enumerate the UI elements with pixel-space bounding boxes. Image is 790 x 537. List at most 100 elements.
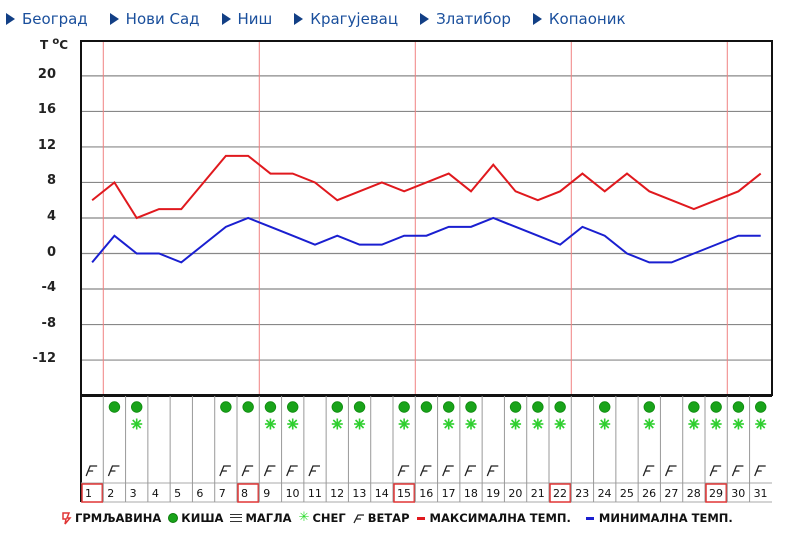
day-cell-11: 11 (303, 396, 322, 502)
rain-icon (331, 401, 343, 413)
day-number: 24 (598, 487, 612, 500)
wind-icon (642, 465, 655, 477)
snow-icon (398, 418, 410, 430)
rain-icon (108, 401, 121, 413)
day-number: 10 (286, 487, 300, 500)
snow-icon (599, 418, 611, 430)
arrow-right-icon (420, 13, 430, 25)
day-number: 6 (196, 487, 203, 500)
nav-link-zlatibor[interactable]: Златибор (420, 9, 511, 29)
legend-label: МАКСИМАЛНА ТЕМП. (429, 511, 571, 525)
nav-link-nis[interactable]: Ниш (221, 9, 273, 29)
nav-link-kragujevac[interactable]: Крагујевац (294, 9, 398, 29)
highlighted-day-box (81, 483, 104, 503)
nav-link-kopaonik[interactable]: Копаоник (532, 9, 626, 29)
thunder-icon (62, 511, 72, 524)
nav-link-label: Ниш (237, 10, 273, 28)
wind-icon (442, 465, 454, 477)
y-tick-label: 8 (46, 173, 56, 189)
nav-link-beograd[interactable]: Београд (6, 9, 88, 29)
rain-icon (599, 401, 611, 413)
day-number: 26 (642, 487, 656, 500)
legend-min-temp: МИНИМАЛНА ТЕМП. (585, 511, 733, 525)
wind-icon (486, 465, 499, 477)
day-cell-14: 14 (370, 396, 389, 502)
legend-label: КИША (181, 511, 224, 525)
wind-icon (107, 465, 120, 477)
wind-icon (709, 465, 722, 477)
day-cell-1: 1 (81, 465, 104, 503)
snow-icon (732, 418, 744, 430)
day-cell-9: 9 (258, 396, 277, 502)
arrow-right-icon (109, 13, 119, 25)
day-number: 21 (531, 487, 545, 500)
nav-link-label: Златибор (436, 10, 511, 28)
rain-icon (287, 401, 299, 413)
day-number: 5 (174, 487, 181, 500)
rain-icon (398, 401, 410, 413)
day-cell-12: 12 (325, 396, 344, 502)
day-cell-23: 23 (570, 396, 589, 502)
y-tick-label: 4 (46, 208, 56, 224)
wind-icon (464, 465, 476, 477)
day-number: 4 (152, 487, 159, 500)
highlighted-day-box (705, 483, 728, 503)
legend-label: СНЕГ (312, 511, 346, 525)
wind-icon (241, 465, 254, 477)
legend-rain: КИША (168, 511, 223, 525)
snow-icon (287, 418, 299, 430)
y-tick-label: -8 (41, 315, 56, 331)
day-number: 2 (107, 487, 114, 500)
y-tick-label: 0 (46, 244, 56, 260)
day-number: 7 (219, 487, 226, 500)
snow-icon (643, 418, 655, 430)
max-line-swatch (416, 516, 425, 520)
unit-t: T (40, 38, 49, 52)
wind-icon (219, 465, 231, 477)
snow-icon (331, 418, 343, 430)
wind-icon (397, 465, 410, 477)
rain-icon (465, 401, 477, 413)
arrow-right-icon (221, 13, 231, 25)
nav-link-label: Крагујевац (310, 10, 399, 28)
day-cell-8: 8 (236, 396, 260, 503)
rain-icon (732, 401, 745, 413)
snow-icon (710, 418, 722, 430)
y-tick-label: 12 (37, 137, 56, 153)
rain-icon (168, 513, 179, 523)
rain-icon (443, 401, 455, 413)
wind-icon (286, 465, 298, 477)
snow-icon (554, 418, 566, 430)
day-number: 18 (464, 487, 478, 500)
day-number: 1 (85, 487, 92, 500)
day-cell-4: 4 (147, 396, 159, 502)
nav-link-novi-sad[interactable]: Нови Сад (109, 9, 200, 29)
legend-label: МИНИМАЛНА ТЕМП. (598, 511, 733, 525)
snow-icon (688, 418, 700, 430)
day-cell-10: 10 (281, 396, 300, 502)
day-cell-20: 20 (503, 396, 522, 502)
rain-icon (131, 401, 143, 413)
day-cell-21: 21 (526, 396, 545, 502)
rain-icon (643, 401, 655, 413)
day-number: 28 (687, 487, 701, 500)
day-cell-19: 19 (481, 396, 500, 502)
day-number: 25 (620, 487, 634, 500)
wind-icon (308, 465, 320, 477)
rain-icon (420, 401, 433, 413)
day-number: 23 (575, 487, 589, 500)
arrow-right-icon (6, 13, 15, 25)
day-cell-18: 18 (459, 396, 478, 502)
nav-link-label: Београд (22, 10, 88, 28)
day-number: 22 (553, 487, 567, 500)
day-cell-31: 31 (749, 396, 768, 502)
snow-icon (465, 418, 477, 430)
wind-icon (419, 465, 432, 477)
day-cell-6: 6 (191, 396, 203, 502)
weather-panel: 1 2 3 4 5 6 7 8 9 10 11 12 13 14 15 16 17 18 19 20 21 22 23 24 2… (80, 395, 772, 503)
day-number: 19 (486, 487, 500, 500)
highlighted-day-box (549, 483, 572, 503)
day-number: 11 (308, 487, 322, 500)
day-cell-2: 2 (102, 396, 121, 502)
legend-snow: ✳ СНЕГ (299, 511, 346, 525)
